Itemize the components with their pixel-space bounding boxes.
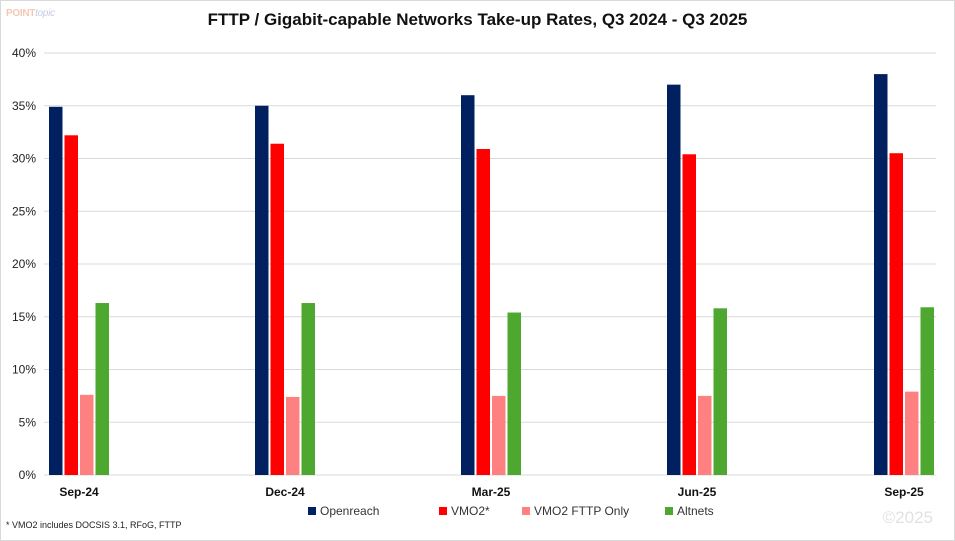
bar-vmo2-fttp-only-dec-24 <box>286 396 300 475</box>
x-category-label: Sep-25 <box>884 485 924 499</box>
bar-openreach-dec-24 <box>255 105 269 475</box>
bar-vmo2-fttp-only-sep-25 <box>905 391 919 475</box>
bar-vmo2-fttp-only-mar-25 <box>492 395 506 475</box>
legend: Openreach VMO2* VMO2 FTTP Only Altnets <box>0 504 955 520</box>
y-tick-label: 30% <box>12 152 36 166</box>
bar-altnets-mar-25 <box>507 312 521 475</box>
bar-openreach-sep-25 <box>874 74 888 475</box>
chart-title: FTTP / Gigabit-capable Networks Take-up … <box>207 10 748 29</box>
bars <box>49 74 934 476</box>
x-category-label: Dec-24 <box>265 485 305 499</box>
x-category-label: Sep-24 <box>59 485 99 499</box>
legend-item: VMO2 FTTP Only <box>522 504 629 518</box>
x-axis-labels: Sep-24 Dec-24 Mar-25 Jun-25 Sep-25 <box>59 485 924 499</box>
y-tick-label: 15% <box>12 310 36 324</box>
legend-item: VMO2* <box>439 504 490 518</box>
bar-vmo2-fttp-only-sep-24 <box>80 394 94 475</box>
x-category-label: Jun-25 <box>678 485 717 499</box>
footnote: * VMO2 includes DOCSIS 3.1, RFoG, FTTP <box>6 520 182 530</box>
legend-item: Altnets <box>665 504 714 518</box>
y-tick-label: 25% <box>12 204 36 218</box>
y-tick-label: 35% <box>12 99 36 113</box>
bar-altnets-sep-24 <box>95 303 109 475</box>
y-tick-label: 10% <box>12 363 36 377</box>
legend-item: Openreach <box>308 504 379 518</box>
bar-vmo2-dec-24 <box>270 143 284 476</box>
bar-vmo2-mar-25 <box>476 149 490 475</box>
bar-vmo2-fttp-only-jun-25 <box>698 395 712 475</box>
bar-vmo2-jun-25 <box>682 154 696 475</box>
bar-altnets-sep-25 <box>920 307 934 475</box>
legend-label: Openreach <box>320 504 380 518</box>
legend-label: Altnets <box>677 504 714 518</box>
legend-swatch <box>308 507 316 515</box>
x-category-label: Mar-25 <box>472 485 511 499</box>
legend-swatch <box>665 507 673 515</box>
legend-swatch <box>522 507 530 515</box>
legend-label: VMO2* <box>451 504 490 518</box>
bar-openreach-mar-25 <box>461 95 475 475</box>
logo-part-point: POINT <box>6 8 36 19</box>
bar-openreach-jun-25 <box>667 84 681 476</box>
y-tick-label: 40% <box>12 46 36 60</box>
logo-part-topic: topic <box>35 8 55 19</box>
bar-vmo2-sep-25 <box>889 153 903 475</box>
bar-altnets-dec-24 <box>301 303 315 475</box>
copyright-watermark: ©2025 <box>882 508 933 527</box>
y-tick-label: 20% <box>12 257 36 271</box>
y-tick-label: 5% <box>19 415 37 429</box>
bar-openreach-sep-24 <box>49 106 63 476</box>
legend-label: VMO2 FTTP Only <box>534 504 630 518</box>
bar-vmo2-sep-24 <box>64 135 78 476</box>
bar-altnets-jun-25 <box>713 308 727 475</box>
y-tick-label: 0% <box>19 468 37 482</box>
legend-swatch <box>439 507 447 515</box>
pointtopic-logo: POINTtopic <box>6 8 55 19</box>
y-axis-ticks: 0% 5% 10% 15% 20% 25% 30% 35% 40% <box>12 46 36 482</box>
